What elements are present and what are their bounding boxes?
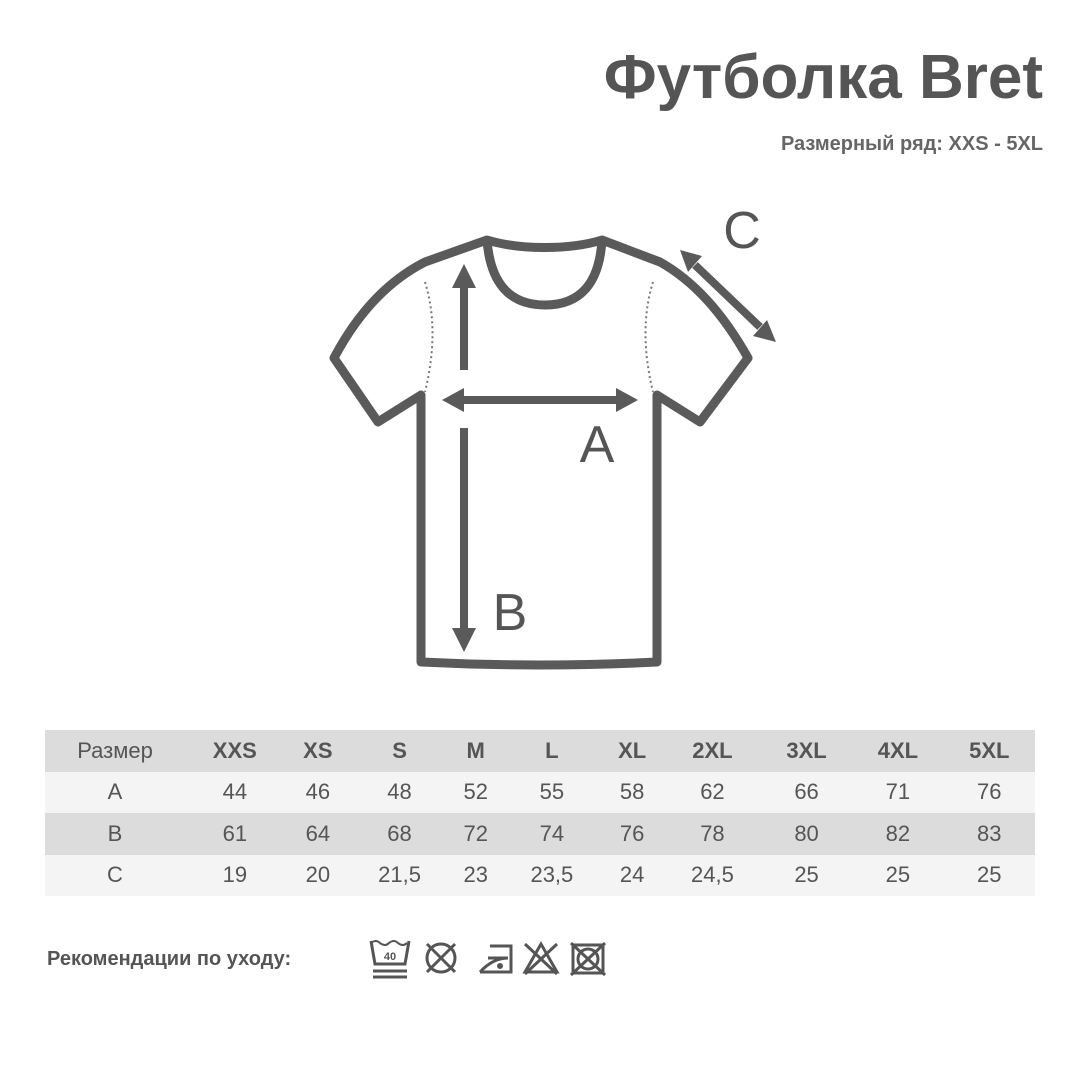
cell: 25	[977, 862, 1002, 888]
cell: 64	[305, 820, 331, 846]
cell: 80	[794, 820, 819, 846]
tshirt-outline	[329, 235, 753, 670]
header-cell: 4XL	[877, 737, 919, 763]
iron-low-icon	[478, 944, 513, 974]
cell: 46	[305, 779, 331, 805]
header-cell: 2XL	[692, 737, 733, 763]
cell: 44	[222, 779, 248, 805]
cell: 48	[387, 779, 412, 805]
cell: A	[107, 779, 123, 805]
header-cell: Размер	[77, 737, 153, 763]
cell: 83	[977, 820, 1002, 846]
table-row: A 44 46 48 52 55 58 62 66 71 76	[45, 771, 1035, 813]
cell: 76	[619, 820, 645, 846]
cell: 58	[619, 779, 645, 805]
header-cell: XL	[618, 737, 647, 763]
cell: 78	[700, 820, 725, 846]
header-cell: XS	[303, 737, 333, 763]
cell: 23	[463, 862, 488, 888]
table-row: B 61 64 68 72 74 76 78 80 82 83	[45, 813, 1035, 855]
header-cell: M	[466, 737, 485, 763]
cell: 52	[463, 779, 488, 805]
header-cell: S	[392, 737, 407, 763]
page-title: Футболка Bret	[603, 43, 1043, 112]
cell: 82	[885, 820, 911, 846]
cell: B	[107, 820, 123, 846]
header-cell: XXS	[212, 737, 257, 763]
cell: 24	[619, 862, 645, 888]
cell: 25	[794, 862, 819, 888]
cell: 24,5	[691, 862, 734, 888]
cell: 25	[885, 862, 911, 888]
cell: 71	[885, 779, 911, 805]
cell: 61	[222, 820, 248, 846]
cell: 66	[794, 779, 819, 805]
wash-40-icon: 40	[369, 940, 411, 979]
no-bleach-icon	[522, 940, 560, 976]
cell: 62	[700, 779, 725, 805]
no-tumble-dry-icon	[425, 942, 457, 974]
label-c: C	[723, 202, 761, 260]
size-range: Размерный ряд: XXS - 5XL	[780, 133, 1043, 155]
label-b: B	[493, 584, 528, 642]
cell: 23,5	[530, 862, 574, 888]
cell: 68	[387, 820, 412, 846]
svg-text:40: 40	[384, 951, 396, 963]
tshirt-diagram: A B C	[329, 202, 776, 670]
care-icons: 40	[369, 940, 607, 979]
cell: 21,5	[378, 862, 421, 888]
header-cell: 5XL	[969, 737, 1010, 763]
cell: 20	[305, 862, 331, 888]
cell: 74	[539, 820, 565, 846]
header-cell: L	[545, 737, 559, 763]
no-dry-clean-icon	[569, 941, 607, 977]
cell: 72	[463, 820, 488, 846]
table-header-row: Размер XXS XS S M L XL 2XL 3XL 4XL 5XL	[45, 730, 1035, 772]
table-row: C 19 20 21,5 23 23,5 24 24,5 25 25 25	[45, 854, 1035, 896]
collar	[482, 239, 607, 310]
cell: 55	[539, 779, 565, 805]
cell: 76	[977, 779, 1002, 805]
care-label: Рекомендации по уходу:	[47, 948, 292, 970]
size-table: Размер XXS XS S M L XL 2XL 3XL 4XL 5XL A…	[45, 730, 1035, 896]
label-a: A	[580, 416, 615, 474]
cell: C	[107, 862, 123, 888]
header-cell: 3XL	[786, 737, 827, 763]
cell: 19	[222, 862, 248, 888]
